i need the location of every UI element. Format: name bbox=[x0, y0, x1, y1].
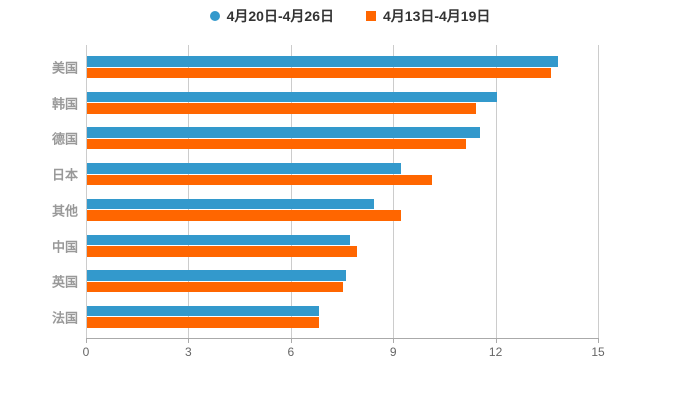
gridline-x-3 bbox=[188, 45, 190, 338]
category-label-1: 韩国 bbox=[51, 96, 78, 112]
x-axis-tick-label-15: 15 bbox=[591, 345, 605, 359]
bar-日本-series-0[interactable] bbox=[87, 163, 402, 174]
bar-中国-series-0[interactable] bbox=[87, 234, 350, 245]
gridline-x-9 bbox=[393, 45, 395, 338]
gridline-x-12 bbox=[495, 45, 497, 338]
legend: 4月20日-4月26日 4月13日-4月19日 bbox=[0, 4, 700, 28]
category-label-3: 日本 bbox=[51, 167, 78, 183]
legend-label: 4月13日-4月19日 bbox=[383, 8, 491, 24]
bar-德国-series-1[interactable] bbox=[87, 138, 466, 150]
category-label-6: 英国 bbox=[51, 274, 78, 290]
bar-德国-series-0[interactable] bbox=[87, 127, 480, 138]
x-axis-tick-12 bbox=[495, 339, 497, 343]
x-axis-tick-label-3: 3 bbox=[185, 345, 192, 359]
x-axis-tick-3 bbox=[188, 339, 190, 343]
x-axis-tick-6 bbox=[290, 339, 292, 343]
bar-日本-series-1[interactable] bbox=[87, 174, 432, 186]
legend-marker-circle-icon bbox=[209, 11, 220, 21]
category-label-0: 美国 bbox=[51, 60, 78, 76]
gridline-x-15 bbox=[598, 45, 599, 338]
bar-英国-series-0[interactable] bbox=[87, 270, 347, 281]
x-axis-tick-label-12: 12 bbox=[488, 345, 503, 359]
bar-其他-series-0[interactable] bbox=[87, 198, 374, 210]
x-axis-tick-label-9: 9 bbox=[389, 345, 397, 359]
bar-英国-series-1[interactable] bbox=[87, 281, 343, 293]
legend-item-week-apr20-26[interactable]: 4月20日-4月26日 bbox=[209, 6, 334, 26]
bar-法国-series-1[interactable] bbox=[87, 317, 320, 328]
y-axis-line bbox=[86, 45, 87, 338]
legend-marker-square-icon bbox=[366, 11, 376, 21]
bar-美国-series-0[interactable] bbox=[87, 56, 559, 67]
bar-韩国-series-0[interactable] bbox=[87, 91, 497, 103]
category-label-4: 其他 bbox=[51, 203, 78, 219]
legend-label: 4月20日-4月26日 bbox=[226, 8, 334, 24]
x-axis-line bbox=[86, 338, 599, 339]
bar-法国-series-0[interactable] bbox=[87, 305, 320, 317]
x-axis-tick-0 bbox=[86, 339, 87, 343]
bar-美国-series-1[interactable] bbox=[87, 67, 552, 78]
legend-item-week-apr13-19[interactable]: 4月13日-4月19日 bbox=[366, 6, 490, 26]
x-axis-tick-label-6: 6 bbox=[287, 345, 295, 359]
bar-其他-series-1[interactable] bbox=[87, 210, 402, 221]
bar-韩国-series-1[interactable] bbox=[87, 103, 477, 114]
category-label-5: 中国 bbox=[51, 239, 78, 254]
x-axis-tick-15 bbox=[598, 339, 599, 343]
x-axis-tick-label-0: 0 bbox=[82, 345, 90, 359]
x-axis-tick-9 bbox=[393, 339, 395, 343]
bar-中国-series-1[interactable] bbox=[87, 246, 357, 257]
category-label-2: 德国 bbox=[51, 131, 78, 147]
category-label-7: 法国 bbox=[51, 310, 78, 326]
gridline-x-6 bbox=[290, 45, 292, 338]
